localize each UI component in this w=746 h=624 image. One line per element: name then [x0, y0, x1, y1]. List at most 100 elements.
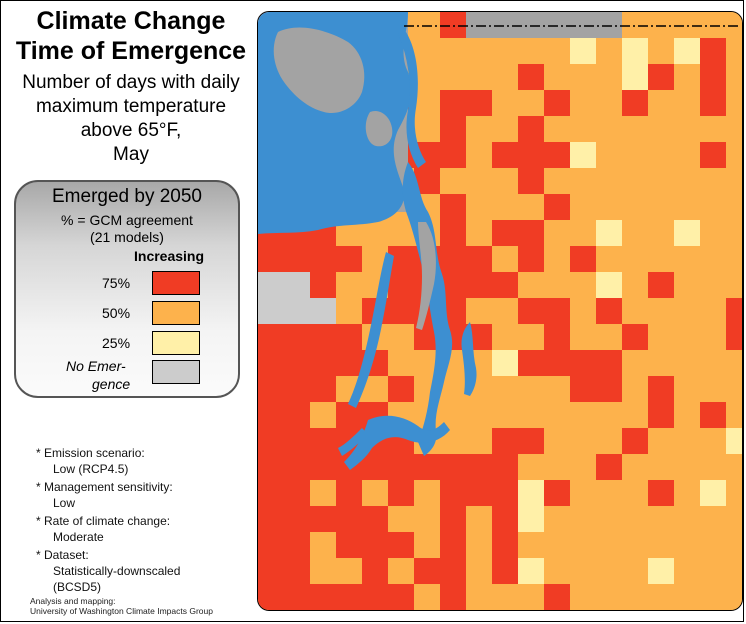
- grid-cell: [492, 428, 518, 454]
- inlet-west: [338, 428, 368, 456]
- grid-cell: [466, 480, 492, 506]
- grid-cell: [284, 584, 310, 610]
- grid-cell: [258, 298, 284, 324]
- legend-models: (21 models): [90, 229, 164, 245]
- grid-cell: [622, 116, 648, 142]
- grid-cell: [284, 324, 310, 350]
- grid-cell: [700, 64, 726, 90]
- grid-cell: [310, 402, 336, 428]
- grid-cell: [466, 116, 492, 142]
- map-title-line2: Time of Emergence: [15, 37, 247, 65]
- grid-cell: [648, 350, 674, 376]
- grid-cell: [466, 90, 492, 116]
- grid-cell: [544, 532, 570, 558]
- grid-cell: [466, 454, 492, 480]
- grid-cell: [700, 298, 726, 324]
- grid-cell: [544, 402, 570, 428]
- grid-cell: [700, 272, 726, 298]
- grid-cell: [440, 246, 466, 272]
- grid-cell: [622, 90, 648, 116]
- grid-cell: [622, 532, 648, 558]
- grid-cell: [570, 324, 596, 350]
- grid-cell: [674, 454, 700, 480]
- grid-cell: [544, 90, 570, 116]
- grid-cell: [674, 12, 700, 38]
- grid-cell: [440, 64, 466, 90]
- grid-cell: [440, 90, 466, 116]
- grid-cell: [648, 194, 674, 220]
- legend-label-25: 25%: [102, 335, 131, 351]
- grid-cell: [700, 90, 726, 116]
- grid-cell: [648, 142, 674, 168]
- grid-cell: [674, 38, 700, 64]
- legend-swatch-no-emergence: [152, 360, 200, 384]
- grid-cell: [518, 298, 544, 324]
- grid-cell: [518, 12, 544, 38]
- map-panel: [257, 11, 743, 611]
- grid-cell: [336, 324, 362, 350]
- grid-cell: [622, 220, 648, 246]
- grid-cell: [414, 38, 440, 64]
- grid-cell: [492, 558, 518, 584]
- grid-cell: [466, 220, 492, 246]
- legend-swatch-75: [152, 271, 200, 295]
- grid-cell: [310, 376, 336, 402]
- grid-cell: [726, 480, 742, 506]
- grid-cell: [492, 480, 518, 506]
- map-title-line1: Climate Change: [36, 7, 226, 35]
- grid-cell: [570, 142, 596, 168]
- grid-cell: [492, 168, 518, 194]
- grid-cell: [570, 12, 596, 38]
- credit-line2: University of Washington Climate Impacts…: [30, 606, 213, 616]
- grid-cell: [440, 142, 466, 168]
- grid-cell: [492, 38, 518, 64]
- grid-cell: [258, 532, 284, 558]
- grid-cell: [674, 246, 700, 272]
- island-small-1: [365, 110, 393, 147]
- grid-cell: [440, 12, 466, 38]
- grid-cell: [414, 558, 440, 584]
- grid-cell: [310, 480, 336, 506]
- grid-cell: [414, 480, 440, 506]
- grid-cell: [466, 584, 492, 610]
- grid-cell: [674, 480, 700, 506]
- grid-cell: [648, 506, 674, 532]
- grid-cell: [388, 324, 414, 350]
- grid-cell: [622, 558, 648, 584]
- grid-cell: [492, 90, 518, 116]
- grid-cell: [544, 480, 570, 506]
- grid-cell: [700, 168, 726, 194]
- grid-cell: [596, 38, 622, 64]
- grid-cell: [726, 38, 742, 64]
- grid-cell: [700, 506, 726, 532]
- note-rate: * Rate of climate change: Moderate: [36, 514, 171, 544]
- grid-cell: [700, 350, 726, 376]
- grid-cell: [726, 584, 742, 610]
- grid-cell: [414, 584, 440, 610]
- grid-cell: [596, 272, 622, 298]
- grid-cell: [726, 428, 742, 454]
- grid-cell: [700, 610, 726, 611]
- grid-cell: [648, 584, 674, 610]
- grid-cell: [648, 428, 674, 454]
- grid-cell: [258, 480, 284, 506]
- grid-cell: [518, 454, 544, 480]
- note-emission-value: Low (RCP4.5): [53, 462, 129, 476]
- grid-cell: [310, 246, 336, 272]
- grid-cell: [336, 506, 362, 532]
- grid-cell: [544, 272, 570, 298]
- grid-cell: [726, 142, 742, 168]
- grid-cell: [596, 298, 622, 324]
- grid-cell: [648, 246, 674, 272]
- grid-cell: [310, 298, 336, 324]
- grid-cell: [492, 194, 518, 220]
- note-rate-value: Moderate: [53, 530, 104, 544]
- grid-cell: [284, 454, 310, 480]
- grid-cell: [414, 610, 440, 611]
- grid-cell: [336, 584, 362, 610]
- grid-cell: [622, 428, 648, 454]
- puget-sound-main: [402, 162, 453, 456]
- grid-cell: [544, 506, 570, 532]
- grid-cell: [336, 402, 362, 428]
- note-emission-heading: Emission scenario:: [44, 446, 145, 460]
